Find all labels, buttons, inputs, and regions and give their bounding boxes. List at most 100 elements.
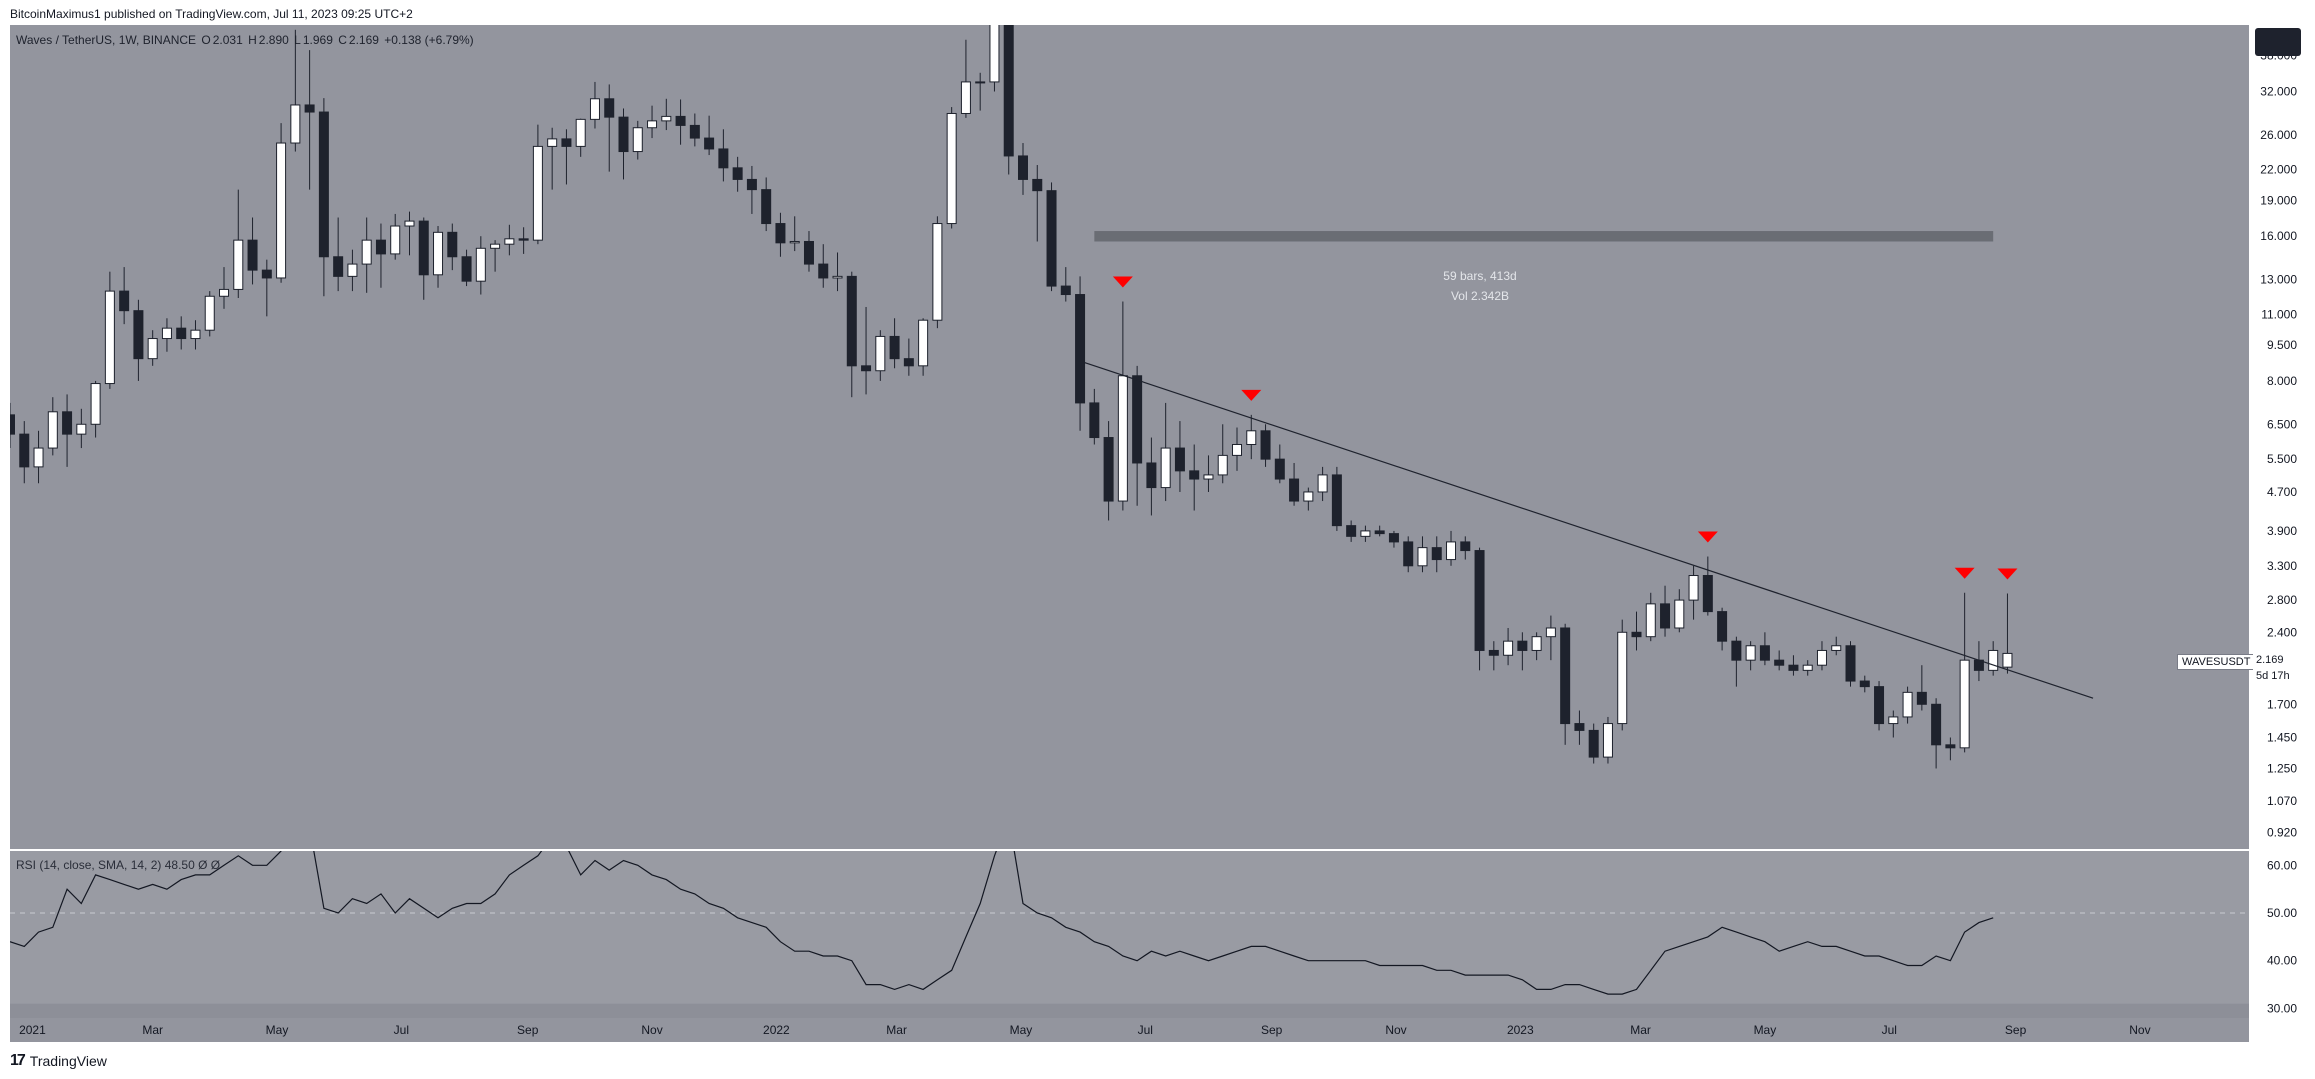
- scale-mode-button[interactable]: [2255, 28, 2301, 56]
- rsi-line: [10, 851, 1994, 995]
- rsi-pane: [10, 851, 2250, 1018]
- candle-up: [104, 290, 115, 385]
- price-axis-label: 32.000: [2260, 84, 2297, 98]
- price-axis-label: 5.500: [2267, 452, 2297, 466]
- candle-down: [304, 104, 315, 113]
- candle-down: [1388, 533, 1399, 543]
- candle-up: [532, 145, 543, 241]
- time-axis-label: Jul: [1138, 1023, 1153, 1037]
- candle-up: [1360, 530, 1371, 537]
- time-axis-label: Nov: [2129, 1023, 2150, 1037]
- candle-down: [732, 167, 743, 180]
- price-axis-label: 2.800: [2267, 593, 2297, 607]
- candle-down: [1289, 478, 1300, 502]
- range-measure-label: 59 bars, 413d Vol 2.342B: [1410, 266, 1550, 306]
- candle-down: [1189, 470, 1200, 480]
- candle-up: [589, 98, 600, 120]
- candle-up: [547, 138, 558, 147]
- candle-up: [1303, 491, 1314, 502]
- candle-up: [204, 295, 215, 331]
- time-axis-label: Jul: [394, 1023, 409, 1037]
- candle-up: [1246, 430, 1257, 445]
- candle-down: [1702, 575, 1713, 613]
- candle-up: [575, 118, 586, 147]
- publisher-header: BitcoinMaximus1 published on TradingView…: [0, 0, 2315, 25]
- candle-up: [404, 220, 415, 227]
- candle-down: [1403, 541, 1414, 567]
- candle-up: [1503, 640, 1514, 656]
- candle-up: [789, 240, 800, 244]
- candle-down: [1517, 640, 1528, 651]
- candle-down: [62, 411, 73, 435]
- time-axis-label: Sep: [2005, 1023, 2027, 1037]
- candle-down: [1103, 437, 1114, 502]
- current-price-tag: 2.169 5d 17h: [2253, 652, 2297, 686]
- rsi-extra: Ø Ø: [198, 858, 221, 872]
- close-value: 2.169: [348, 33, 379, 47]
- candle-up: [946, 112, 957, 225]
- range-bars-text: 59 bars, 413d: [1443, 269, 1517, 283]
- candle-down: [1916, 691, 1927, 705]
- time-axis-label: Mar: [142, 1023, 163, 1037]
- price-axis-label: 1.250: [2267, 761, 2297, 775]
- candle-down: [1146, 462, 1157, 489]
- candle-down: [10, 414, 15, 435]
- bar-countdown: 5d 17h: [2256, 670, 2290, 682]
- candle-up: [661, 115, 672, 122]
- candle-up: [1688, 575, 1699, 601]
- candle-down: [1046, 190, 1057, 287]
- candle-down: [133, 310, 144, 360]
- candle-up: [1674, 599, 1685, 629]
- candle-up: [1446, 541, 1457, 561]
- current-price: 2.169: [2256, 654, 2284, 666]
- candle-up: [1745, 645, 1756, 661]
- candle-up: [390, 225, 401, 255]
- candle-up: [2002, 652, 2013, 668]
- candle-up: [190, 329, 201, 340]
- candle-up: [1816, 649, 1827, 666]
- candle-down: [247, 239, 258, 271]
- brand-name: TradingView: [29, 1053, 107, 1069]
- candle-up: [960, 81, 971, 114]
- candle-down: [1003, 25, 1014, 157]
- candle-down: [1660, 603, 1671, 629]
- candle-up: [1802, 664, 1813, 671]
- candle-down: [1488, 649, 1499, 656]
- candle-up: [1317, 474, 1328, 493]
- candle-down: [1474, 550, 1485, 651]
- candle-down: [1574, 723, 1585, 731]
- rsi-axis-label: 40.00: [2267, 954, 2297, 968]
- candle-down: [903, 358, 914, 367]
- candle-down: [1788, 664, 1799, 671]
- tradingview-logo-icon: 17: [10, 1052, 26, 1069]
- candle-down: [1431, 547, 1442, 561]
- candle-down: [1017, 155, 1028, 180]
- candle-up: [832, 275, 843, 279]
- candle-down: [1859, 680, 1870, 688]
- low-value: 1.969: [302, 33, 333, 47]
- candle-up: [1217, 454, 1228, 476]
- candle-down: [818, 263, 829, 279]
- candle-down: [1089, 402, 1100, 439]
- candle-down: [1260, 430, 1271, 460]
- rsi-lower-shade: [10, 1003, 2250, 1018]
- candle-down: [861, 365, 872, 372]
- candle-down: [1346, 525, 1357, 537]
- rejection-marker-icon: [1954, 567, 1975, 579]
- candle-up: [161, 327, 172, 340]
- price-axis-label: 19.000: [2260, 193, 2297, 207]
- range-volume-text: Vol 2.342B: [1450, 289, 1510, 303]
- candle-down: [1032, 178, 1043, 192]
- publisher-line: BitcoinMaximus1 published on TradingView…: [10, 7, 413, 21]
- time-axis-label: 2021: [19, 1023, 46, 1037]
- candle-down: [718, 148, 729, 169]
- candle-up: [219, 288, 230, 297]
- candle-down: [1460, 541, 1471, 552]
- candle-down: [119, 290, 130, 312]
- candle-down: [375, 239, 386, 255]
- time-axis-band: [10, 1018, 2250, 1042]
- price-axis-label: 16.000: [2260, 229, 2297, 243]
- rejection-marker-icon: [1697, 531, 1718, 543]
- candle-up: [1602, 723, 1613, 758]
- price-axis-label: 26.000: [2260, 128, 2297, 142]
